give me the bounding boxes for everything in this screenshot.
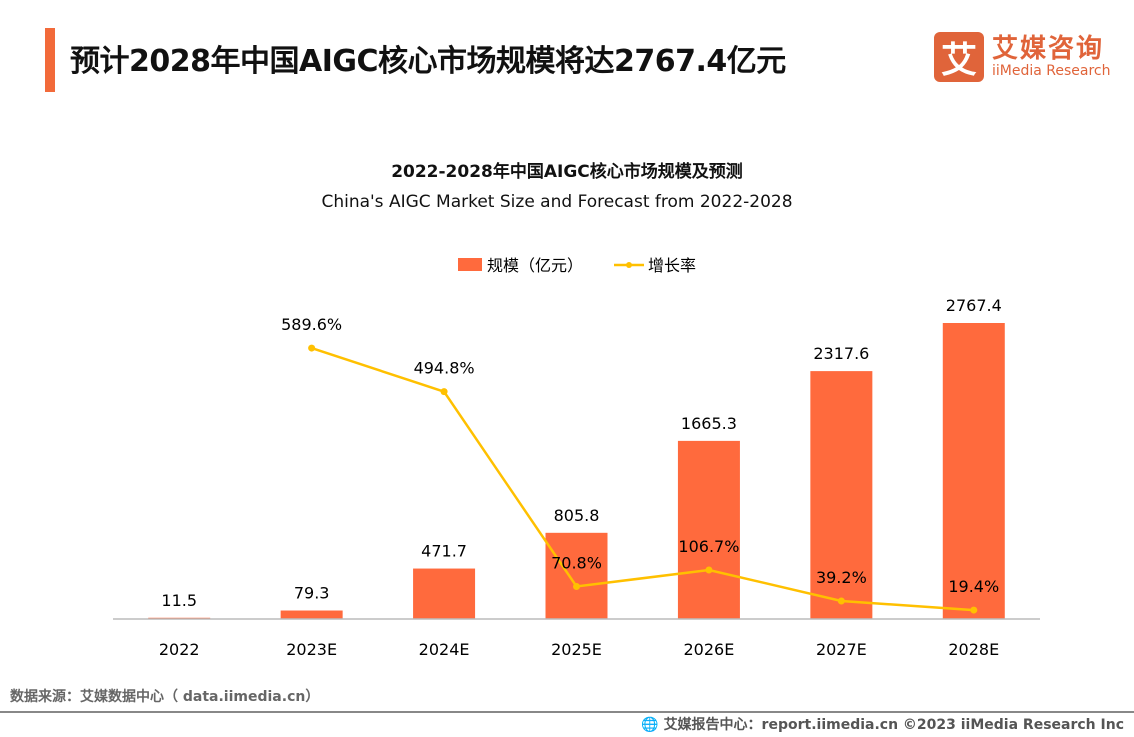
bar-2023E bbox=[280, 610, 343, 619]
page-title: 预计2028年中国AIGC核心市场规模将达2767.4亿元 bbox=[70, 44, 786, 79]
footer-report: 🌐 艾媒报告中心：report.iimedia.cn ©2023 iiMedia… bbox=[641, 717, 1124, 733]
legend-label-line: 增长率 bbox=[648, 256, 696, 275]
growth-label-2023E: 589.6% bbox=[281, 315, 342, 334]
growth-label-2027E: 39.2% bbox=[816, 568, 867, 587]
x-tick-2028E: 2028E bbox=[948, 640, 999, 659]
logo-name-cn: 艾媒咨询 bbox=[992, 34, 1105, 64]
bar-label-2025E: 805.8 bbox=[554, 506, 600, 525]
footer-divider bbox=[0, 711, 1134, 713]
bar-label-2026E: 1665.3 bbox=[681, 414, 737, 433]
footer-report-text: 艾媒报告中心：report.iimedia.cn ©2023 iiMedia R… bbox=[663, 717, 1124, 733]
bar-2025E bbox=[545, 532, 608, 619]
logo-mark: 艾 bbox=[934, 32, 984, 82]
bar-label-2027E: 2317.6 bbox=[813, 344, 869, 363]
legend-marker-line bbox=[626, 262, 632, 268]
growth-label-2026E: 106.7% bbox=[678, 537, 739, 556]
x-tick-2022: 2022 bbox=[159, 640, 200, 659]
growth-point-2027E bbox=[837, 597, 845, 605]
growth-line bbox=[311, 346, 974, 612]
legend-label-bar: 规模（亿元） bbox=[487, 256, 583, 275]
bar-2028E bbox=[942, 323, 1005, 619]
growth-point-2028E bbox=[970, 606, 978, 614]
bar-label-2022: 11.5 bbox=[161, 591, 197, 610]
title-accent-bar bbox=[45, 28, 55, 92]
bar-label-2028E: 2767.4 bbox=[946, 296, 1002, 315]
data-source: 数据来源：艾媒数据中心（ data.iimedia.cn） bbox=[10, 689, 320, 705]
growth-point-2024E bbox=[440, 388, 448, 396]
growth-label-2028E: 19.4% bbox=[948, 577, 999, 596]
growth-point-2025E bbox=[573, 582, 580, 590]
x-tick-2025E: 2025E bbox=[551, 640, 602, 659]
growth-label-2024E: 494.8% bbox=[414, 359, 475, 378]
bar-2027E bbox=[810, 371, 873, 619]
x-tick-2026E: 2026E bbox=[684, 640, 735, 659]
x-tick-2023E: 2023E bbox=[286, 640, 337, 659]
bar-2024E bbox=[413, 568, 476, 619]
x-tick-2024E: 2024E bbox=[419, 640, 470, 659]
bar-label-2024E: 471.7 bbox=[421, 542, 467, 561]
growth-point-2023E bbox=[308, 344, 316, 352]
chart-subtitle: China's AIGC Market Size and Forecast fr… bbox=[321, 192, 793, 212]
chart-title: 2022-2028年中国AIGC核心市场规模及预测 bbox=[391, 162, 743, 182]
bar-2026E bbox=[677, 440, 740, 619]
growth-point-2026E bbox=[705, 566, 713, 574]
growth-label-2025E: 70.8% bbox=[551, 553, 602, 572]
iimedia-logo: 艾 艾媒咨询 iiMedia Research bbox=[934, 32, 1111, 82]
legend-swatch-bar bbox=[458, 258, 482, 271]
logo-name-en: iiMedia Research bbox=[992, 63, 1111, 79]
bar-label-2023E: 79.3 bbox=[294, 584, 330, 603]
x-tick-2027E: 2027E bbox=[816, 640, 867, 659]
